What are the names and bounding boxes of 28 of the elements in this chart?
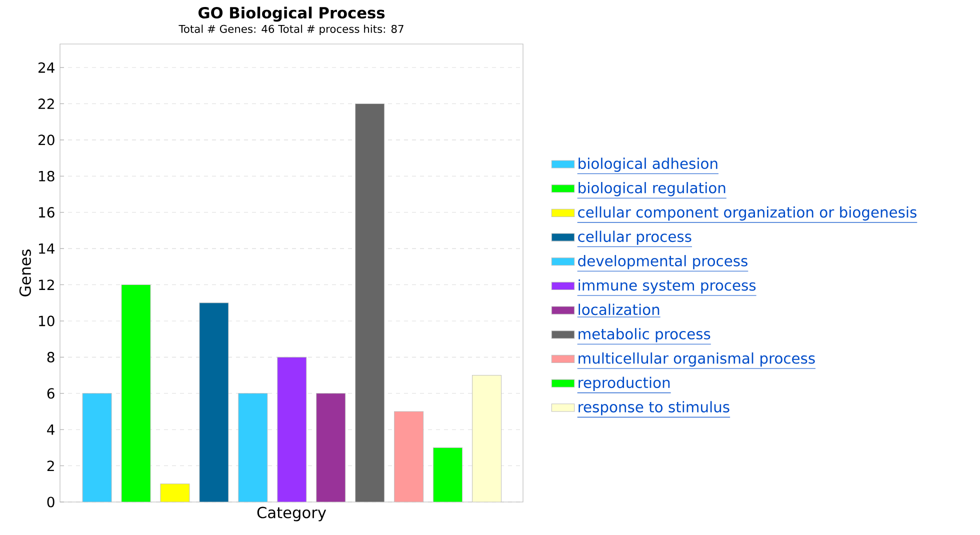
y-tick-label: 8 [47,352,54,362]
legend-label: reproduction [578,376,670,391]
legend-label: immune system process [578,279,756,294]
y-tick-label: 14 [39,243,54,254]
y-tick-label: 24 [38,62,54,73]
chart-title: GO Biological Process [198,6,385,22]
legend-label: response to stimulus [578,401,730,416]
y-tick-label: 2 [47,460,54,471]
legend-label: cellular component organization or biogenesis [578,206,916,221]
y-tick-label: 12 [39,280,54,290]
legend-label: developmental process [578,255,748,270]
y-tick-label: 18 [39,170,54,182]
x-axis-title: Category [257,506,326,522]
y-tick-label: 0 [47,496,54,508]
y-axis-title: Genes [19,250,31,296]
y-tick-label: 6 [47,388,54,399]
legend-label: biological adhesion [578,158,718,172]
y-tick-label: 20 [38,134,54,146]
legend-label: localization [578,304,660,316]
chart-subtitle: Total # Genes: 46 Total # process hits: 87 [178,24,404,36]
legend-label: metabolic process [578,328,710,342]
y-tick-label: 16 [39,207,54,218]
legend-label: cellular process [578,230,692,245]
legend-label: multicellular organismal process [578,352,815,367]
y-tick-label: 10 [39,316,54,326]
y-tick-label: 22 [38,98,54,109]
legend-label: biological regulation [578,182,726,196]
y-tick-label: 4 [47,424,54,435]
